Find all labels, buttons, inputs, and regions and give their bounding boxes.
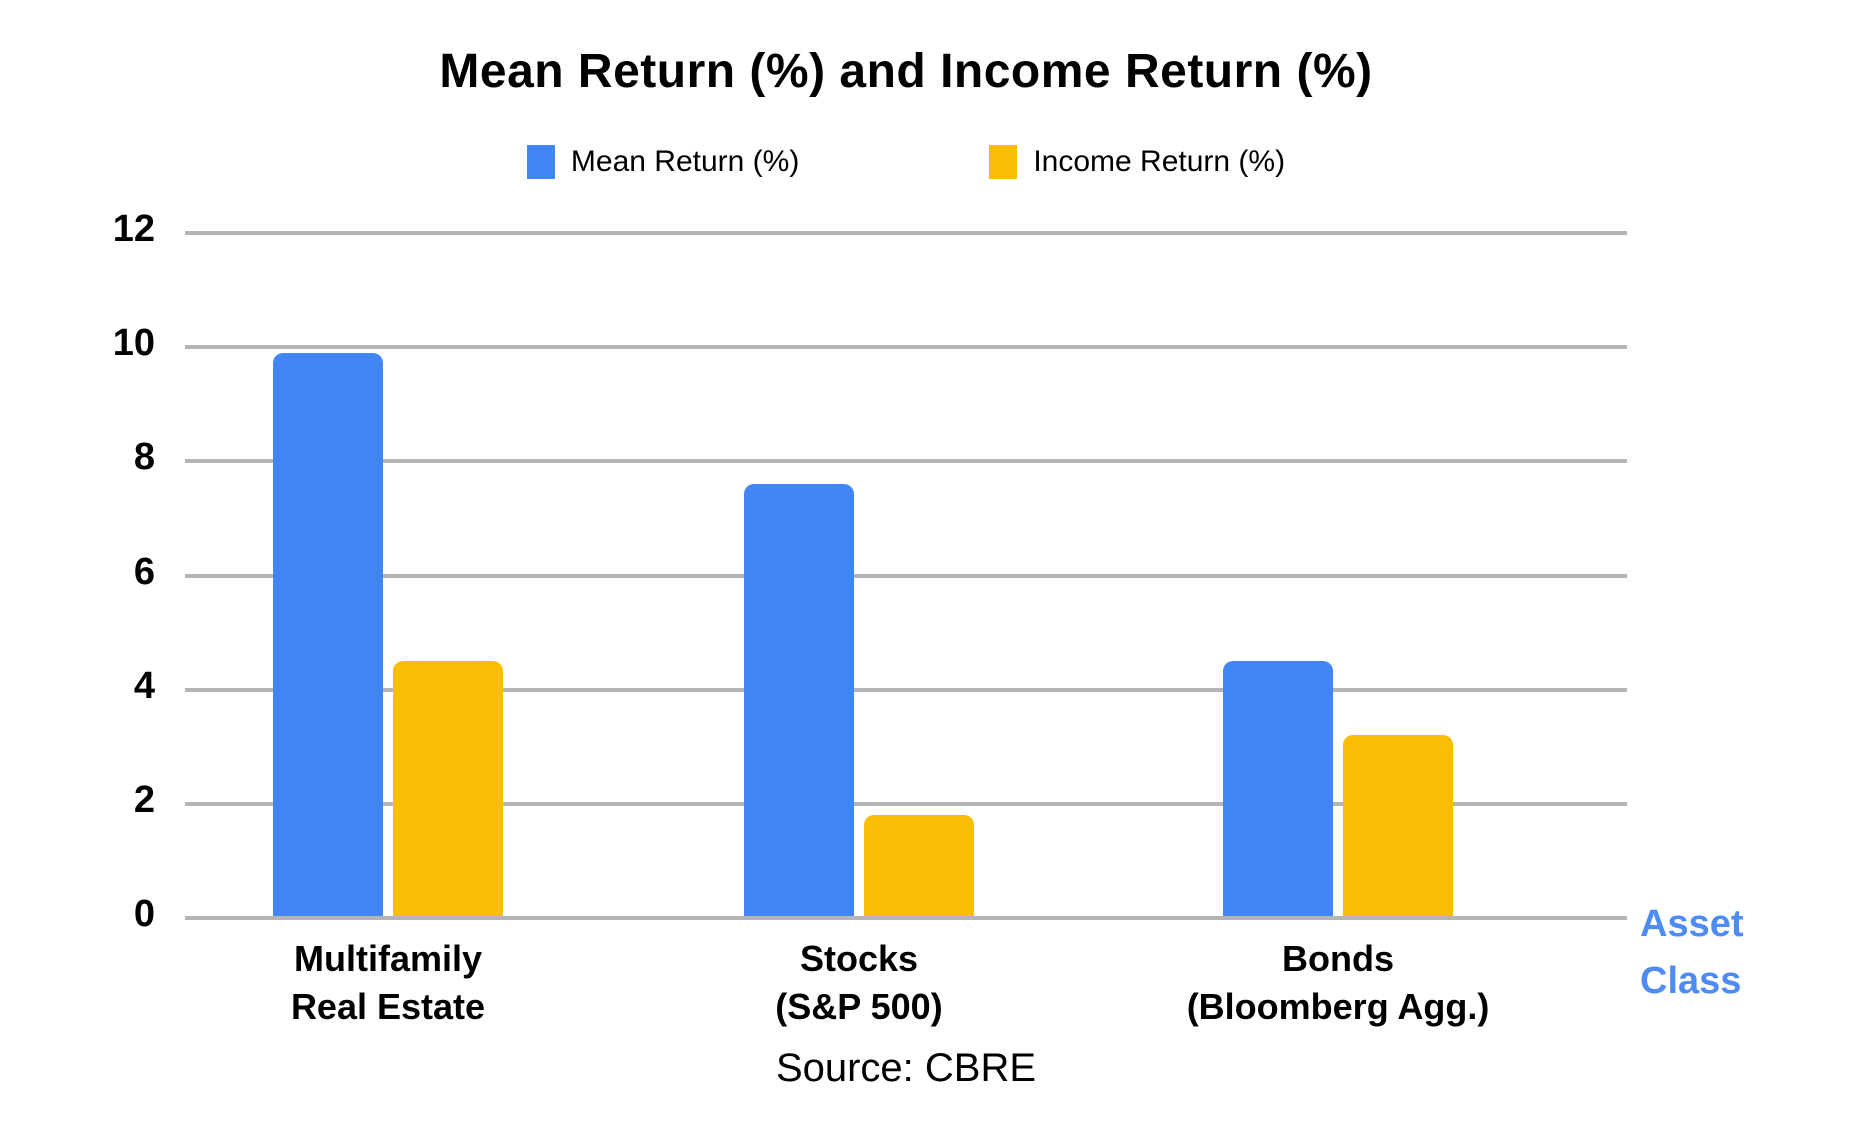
bar-mean-return-cat0 xyxy=(273,352,383,918)
y-tick-label-10: 10 xyxy=(112,322,155,365)
mean-return-swatch-icon xyxy=(526,145,555,179)
source-note: Source: CBRE xyxy=(775,1046,1037,1090)
legend-item-income-return: Income Return (%) xyxy=(989,145,1285,179)
x-category-label-2: Bonds (Bloomberg Agg.) xyxy=(1186,938,1490,1027)
y-tick-label-12: 12 xyxy=(112,208,155,250)
gridline-0 xyxy=(185,916,1627,920)
gridline-10 xyxy=(185,345,1627,350)
y-tick-label-6: 6 xyxy=(133,550,155,593)
gridline-8 xyxy=(185,459,1627,464)
y-tick-label-2: 2 xyxy=(133,778,155,821)
gridline-2 xyxy=(185,801,1627,806)
x-category-label-0: Multifamily Real Estate xyxy=(290,938,486,1027)
legend-label-mean-return: Mean Return (%) xyxy=(570,145,800,178)
y-axis: 12 10 8 6 4 2 0 xyxy=(0,209,160,934)
legend: Mean Return (%) Income Return (%) xyxy=(185,142,1627,182)
legend-item-mean-return: Mean Return (%) xyxy=(526,145,800,179)
income-return-swatch-icon xyxy=(989,145,1018,179)
chart-title: Mean Return (%) and Income Return (%) xyxy=(439,45,1373,98)
gridline-12 xyxy=(185,231,1627,235)
gridline-6 xyxy=(185,573,1627,578)
plot-area xyxy=(185,231,1627,920)
y-tick-label-4: 4 xyxy=(133,664,155,707)
bar-income-return-cat2 xyxy=(1343,735,1453,918)
bar-income-return-cat1 xyxy=(864,815,974,918)
bar-income-return-cat0 xyxy=(393,661,503,918)
bar-mean-return-cat2 xyxy=(1223,661,1333,918)
x-category-label-1: Stocks (S&P 500) xyxy=(775,938,943,1027)
gridline-4 xyxy=(185,687,1627,692)
x-axis-title: Asset Class xyxy=(1640,903,1744,1002)
y-tick-label-8: 8 xyxy=(133,436,155,479)
bar-mean-return-cat1 xyxy=(744,484,854,918)
y-tick-label-0: 0 xyxy=(133,893,155,935)
legend-label-income-return: Income Return (%) xyxy=(1033,145,1286,178)
